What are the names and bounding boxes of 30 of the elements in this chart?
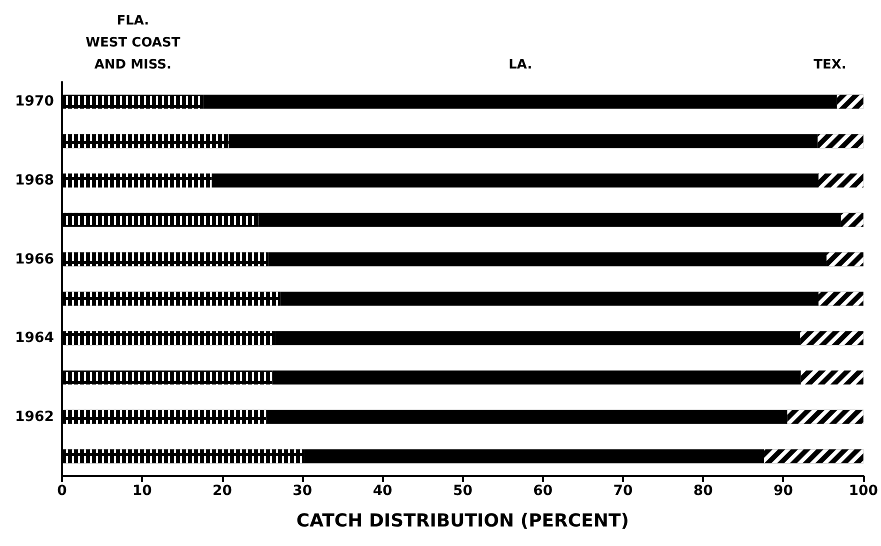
bar [304, 449, 764, 464]
y-tick-label: 1964 [15, 330, 54, 346]
bar [258, 212, 841, 227]
bar [268, 252, 827, 266]
bar [266, 410, 788, 424]
series-label: TEX. [814, 58, 846, 72]
x-tick-label: 40 [372, 483, 393, 499]
x-tick-label: 70 [613, 483, 633, 499]
x-axis-title: CATCH DISTRIBUTION (PERCENT) [296, 510, 629, 532]
bar [272, 370, 801, 384]
x-tick-label: 10 [132, 483, 152, 499]
x-tick-label: 80 [693, 483, 714, 499]
y-tick-label: 1970 [15, 94, 54, 110]
x-tick-label: 0 [57, 483, 68, 499]
x-tick-label: 50 [452, 483, 473, 499]
series-label: LA. [508, 58, 532, 72]
x-tick-label: 90 [774, 483, 794, 499]
bar [204, 94, 837, 109]
bar [228, 134, 818, 148]
bar [212, 174, 819, 188]
y-tick-label: 1966 [15, 251, 54, 268]
x-tick-label: 20 [212, 483, 232, 499]
y-tick-label: 1962 [15, 408, 54, 425]
x-tick-label: 30 [292, 483, 312, 499]
x-tick-label: 60 [533, 483, 553, 499]
bar [280, 292, 819, 306]
x-tick-label: 100 [848, 483, 878, 499]
bar [276, 331, 800, 346]
series-label: FLA. WEST COAST AND MISS. [86, 14, 180, 72]
y-tick-label: 1968 [15, 172, 54, 188]
